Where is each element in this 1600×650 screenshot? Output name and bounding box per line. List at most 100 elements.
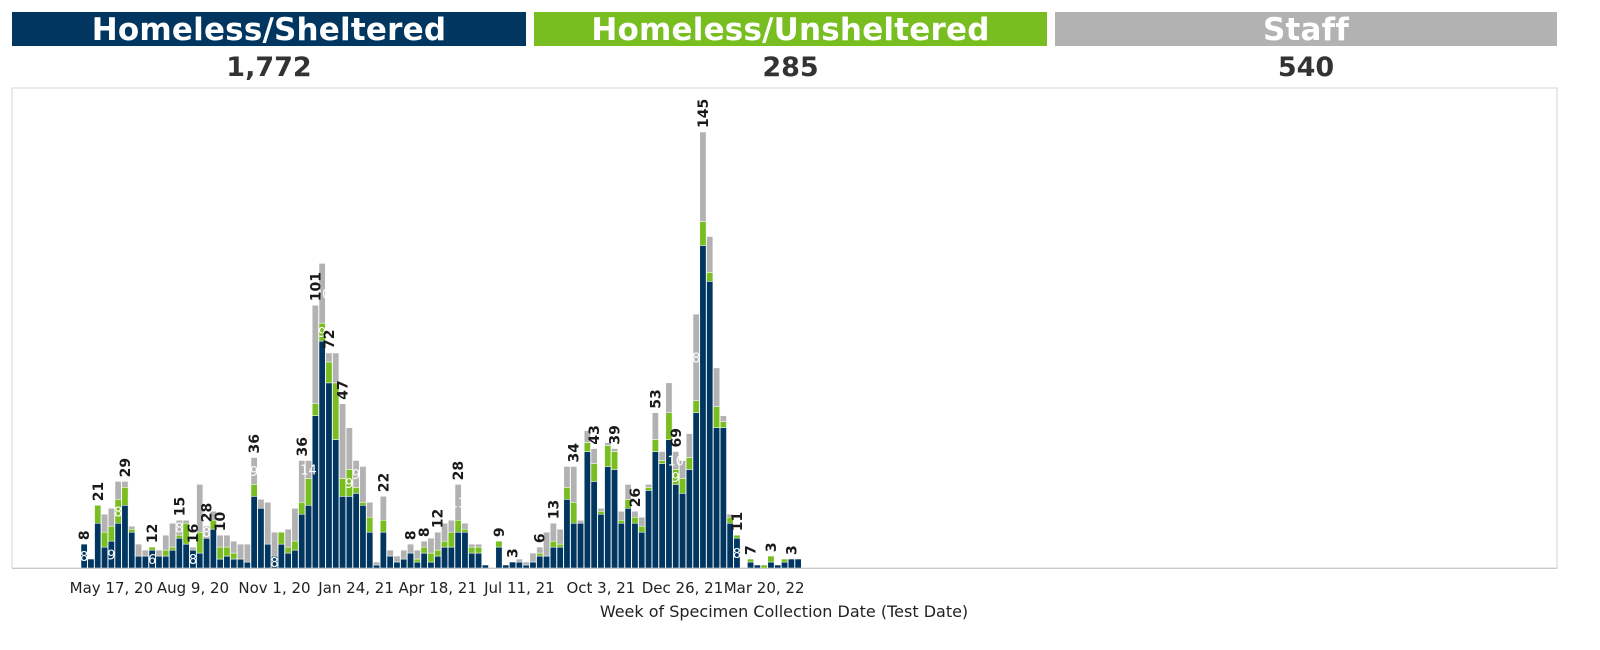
total-label-20: 10 <box>213 511 229 531</box>
bar-segment-homeless-sheltered-53 <box>441 546 448 569</box>
bar-segment-homeless-unsheltered-83 <box>645 487 652 491</box>
bar-segment-homeless-unsheltered-53 <box>441 540 448 548</box>
bar-segment-homeless-unsheltered-41 <box>359 502 367 506</box>
segment-label-87-1: 9 <box>672 471 680 486</box>
bar-segment-staff-3 <box>101 514 108 533</box>
bar-segment-staff-58 <box>475 543 482 548</box>
bar-segment-staff-48 <box>407 543 414 554</box>
bar-segment-homeless-sheltered-68 <box>543 555 550 569</box>
total-label-78: 39 <box>608 425 624 444</box>
bar-segment-staff-23 <box>237 543 244 560</box>
bar-segment-homeless-sheltered-13 <box>169 549 176 569</box>
segment-label-35-1: 9 <box>318 326 326 341</box>
total-label-87: 69 <box>669 428 685 447</box>
bar-segment-homeless-unsheltered-72 <box>570 502 578 524</box>
x-tick-label-7: Dec 26, 21 <box>642 579 724 597</box>
bar-segment-homeless-sheltered-61 <box>495 546 503 569</box>
segment-label-87-2: 10 <box>668 455 685 470</box>
segment-label-18-2: 8 <box>202 526 210 541</box>
total-label-18: 28 <box>200 503 216 522</box>
bar-segment-homeless-sheltered-74 <box>583 451 591 569</box>
bar-segment-staff-17 <box>196 484 204 533</box>
bar-segment-staff-14 <box>175 519 183 536</box>
bars-group <box>80 131 802 569</box>
bar-segment-staff-74 <box>583 430 591 443</box>
bar-segment-homeless-unsheltered-78 <box>611 451 618 470</box>
bar-segment-staff-95 <box>726 514 734 518</box>
bar-segment-homeless-unsheltered-76 <box>597 511 605 515</box>
bar-segment-homeless-sheltered-90 <box>692 412 700 569</box>
bar-segment-staff-13 <box>169 522 176 548</box>
bar-segment-homeless-sheltered-62 <box>502 564 510 569</box>
bar-segment-staff-34 <box>311 304 319 404</box>
total-label-2: 21 <box>91 482 107 501</box>
bar-segment-staff-50 <box>420 540 428 548</box>
total-label-48: 8 <box>404 530 420 540</box>
bar-segment-homeless-unsheltered-13 <box>169 546 176 551</box>
segment-label-25-2: 9 <box>250 465 258 480</box>
segment-label-39-1: 9 <box>345 477 353 492</box>
bar-segment-homeless-sheltered-25 <box>250 496 258 569</box>
bar-segment-staff-38 <box>339 403 346 479</box>
x-tick-label-3: Jan 24, 21 <box>317 579 394 597</box>
bar-segment-homeless-sheltered-69 <box>549 546 557 569</box>
bar-segment-homeless-unsheltered-55 <box>454 519 462 533</box>
bar-segment-homeless-sheltered-73 <box>577 522 584 569</box>
bar-segment-homeless-sheltered-98 <box>747 561 754 569</box>
bar-segment-homeless-sheltered-80 <box>624 508 632 569</box>
bar-segment-homeless-sheltered-5 <box>114 522 122 569</box>
total-label-63: 3 <box>506 548 522 558</box>
bar-segment-homeless-unsheltered-98 <box>747 558 754 563</box>
bar-segment-homeless-sheltered-70 <box>556 546 564 569</box>
bar-segment-homeless-unsheltered-4 <box>107 525 115 542</box>
bar-segment-staff-78 <box>611 448 618 452</box>
bar-segment-homeless-sheltered-51 <box>427 561 435 569</box>
bar-segment-homeless-unsheltered-56 <box>461 528 469 533</box>
bar-segment-homeless-sheltered-49 <box>413 561 421 569</box>
bar-segment-homeless-unsheltered-29 <box>277 531 285 545</box>
segment-label-4-0: 9 <box>107 549 115 564</box>
segment-label-14-2: 8 <box>175 522 183 537</box>
bar-segment-staff-64 <box>515 558 523 563</box>
total-label-0: 8 <box>77 530 93 540</box>
bar-segment-staff-68 <box>543 531 550 557</box>
bar-segment-staff-6 <box>121 481 129 488</box>
bar-segment-homeless-unsheltered-31 <box>291 540 299 551</box>
bar-segment-homeless-sheltered-20 <box>216 558 224 569</box>
banner-unsheltered: Homeless/Unsheltered <box>534 12 1047 48</box>
bar-segment-staff-69 <box>549 522 557 542</box>
bar-segment-homeless-sheltered-52 <box>434 555 442 569</box>
banner-sheltered: Homeless/Sheltered <box>12 12 526 48</box>
bar-segment-homeless-unsheltered-101 <box>767 555 775 563</box>
bar-segment-homeless-sheltered-50 <box>420 552 428 569</box>
bar-segment-staff-75 <box>590 448 598 464</box>
x-tick-label-5: Jul 11, 21 <box>483 579 555 597</box>
bar-segment-staff-92 <box>706 236 714 273</box>
bar-segment-staff-91 <box>699 131 707 222</box>
bar-segment-staff-87 <box>672 451 680 470</box>
total-unsheltered: 285 <box>762 52 819 83</box>
bar-segment-staff-32 <box>298 460 306 503</box>
bar-segment-homeless-sheltered-67 <box>536 555 544 569</box>
bar-segment-staff-30 <box>284 528 292 548</box>
bar-segment-staff-72 <box>570 466 578 503</box>
segment-label-96-0: 8 <box>733 547 741 562</box>
total-label-16: 16 <box>186 524 202 543</box>
bar-segment-staff-57 <box>468 543 476 548</box>
bar-segment-homeless-sheltered-8 <box>135 555 142 569</box>
bar-segment-staff-85 <box>658 451 666 461</box>
bar-segment-homeless-unsheltered-50 <box>420 546 428 554</box>
bar-segment-staff-24 <box>243 543 251 563</box>
bar-segment-homeless-unsheltered-36 <box>325 361 333 384</box>
bar-segment-homeless-sheltered-75 <box>590 481 598 569</box>
bar-segment-homeless-unsheltered-6 <box>121 487 129 506</box>
bar-segment-homeless-unsheltered-54 <box>447 531 455 548</box>
segment-label-90-2: 8 <box>692 352 700 367</box>
x-tick-label-0: May 17, 20 <box>70 579 154 597</box>
plot-frame <box>11 87 1558 569</box>
bar-segment-staff-70 <box>556 528 564 545</box>
bar-segment-homeless-sheltered-85 <box>658 463 666 569</box>
total-staff: 540 <box>1277 52 1335 83</box>
bar-segment-homeless-sheltered-38 <box>339 496 346 569</box>
